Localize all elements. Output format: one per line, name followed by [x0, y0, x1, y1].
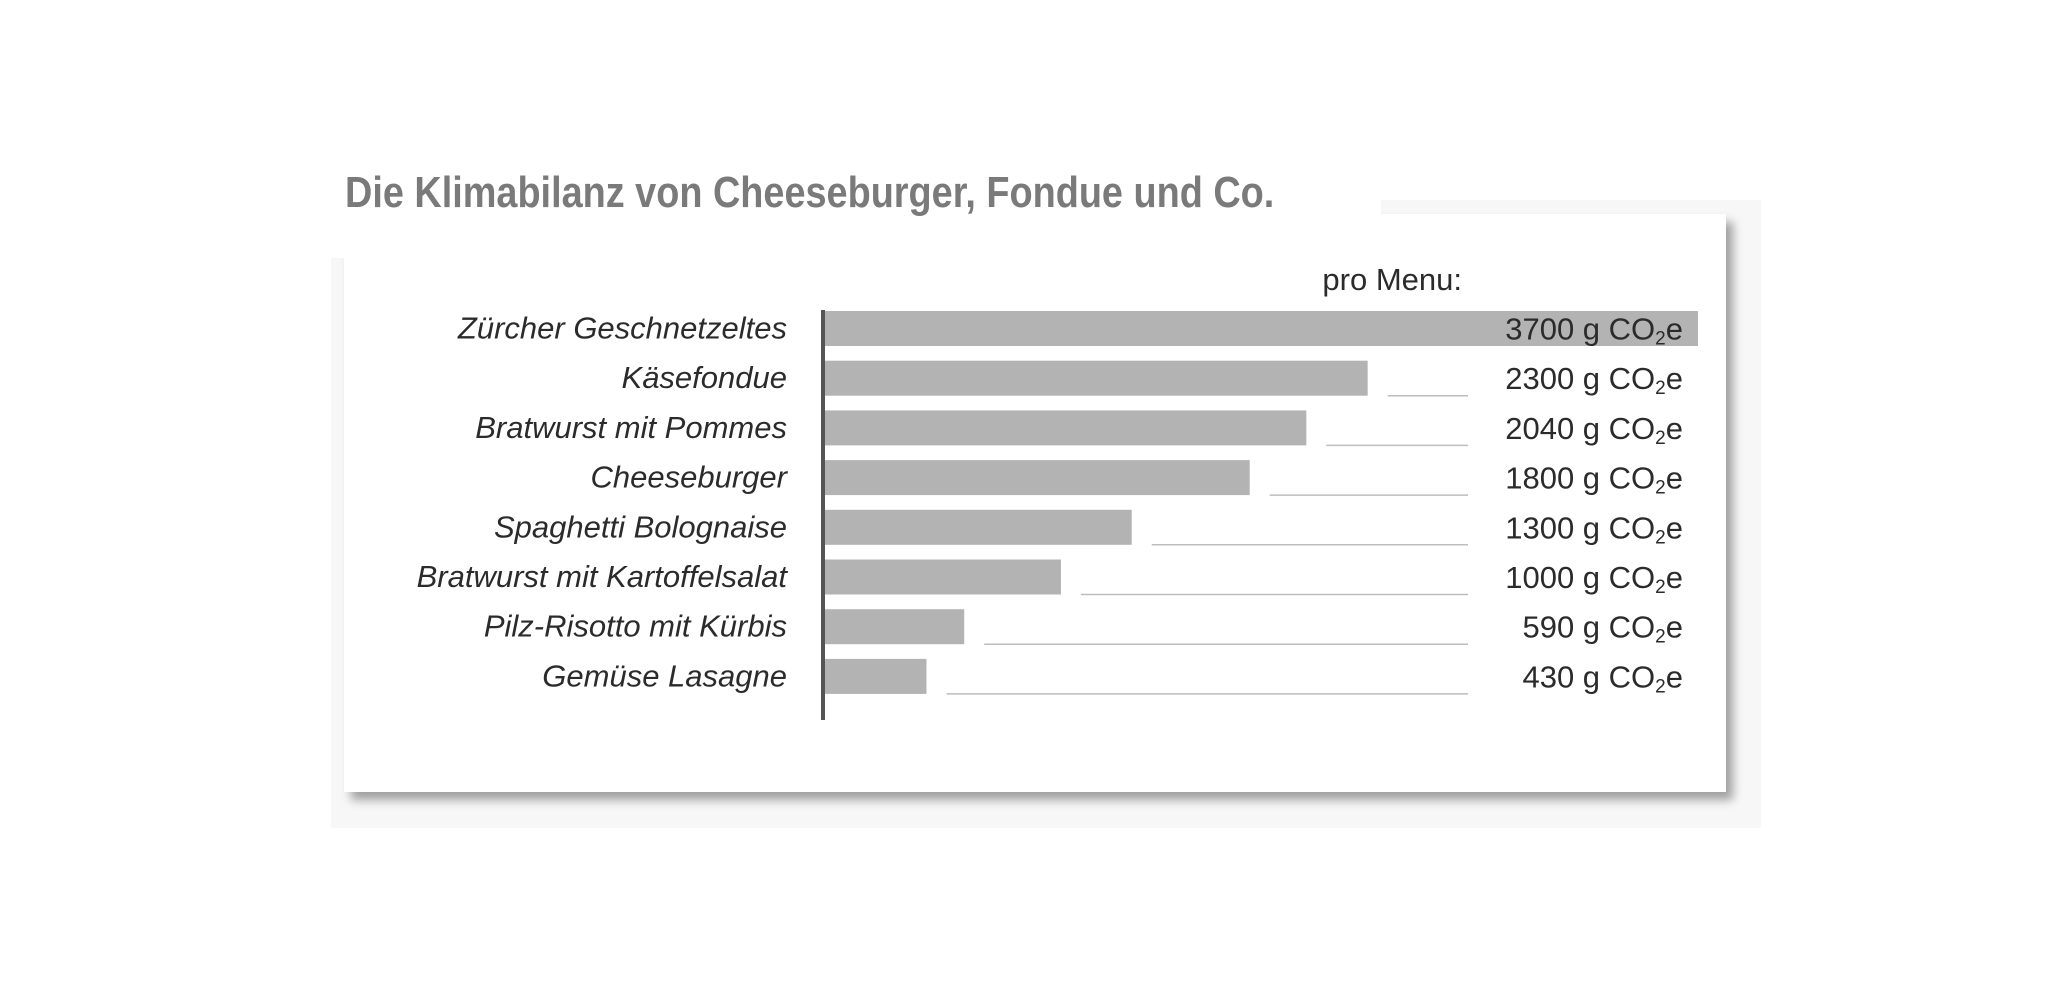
bar — [825, 360, 1368, 396]
value-label: 3700 g CO2e — [1505, 312, 1683, 350]
title-tab — [331, 158, 1381, 258]
value-label: 1800 g CO2e — [1505, 461, 1683, 499]
value-label: 590 g CO2e — [1522, 610, 1683, 648]
bar — [825, 609, 965, 645]
bar — [825, 559, 1061, 595]
category-label: Bratwurst mit Kartoffelsalat — [417, 559, 789, 594]
bar — [825, 460, 1250, 496]
chart-title: Die Klimabilanz von Cheeseburger, Fondue… — [345, 168, 1275, 217]
value-label: 2300 g CO2e — [1505, 361, 1683, 399]
value-label: 2040 g CO2e — [1505, 411, 1683, 449]
category-label: Käsefondue — [622, 360, 787, 395]
chart-card — [344, 214, 1726, 792]
bar — [825, 509, 1132, 545]
category-label: Gemüse Lasagne — [542, 658, 787, 693]
bar — [825, 658, 927, 694]
category-label: Pilz-Risotto mit Kürbis — [484, 609, 787, 644]
category-label: Cheeseburger — [591, 460, 789, 495]
bar — [825, 311, 1698, 346]
value-label: 1300 g CO2e — [1505, 510, 1683, 548]
bar — [825, 410, 1307, 446]
category-label: Spaghetti Bolognaise — [494, 509, 787, 544]
category-label: Bratwurst mit Pommes — [475, 410, 787, 445]
value-label: 1000 g CO2e — [1505, 560, 1683, 598]
category-label: Zürcher Geschnetzeltes — [457, 311, 787, 346]
value-label: 430 g CO2e — [1522, 659, 1683, 697]
value-header: pro Menu: — [1322, 262, 1462, 297]
